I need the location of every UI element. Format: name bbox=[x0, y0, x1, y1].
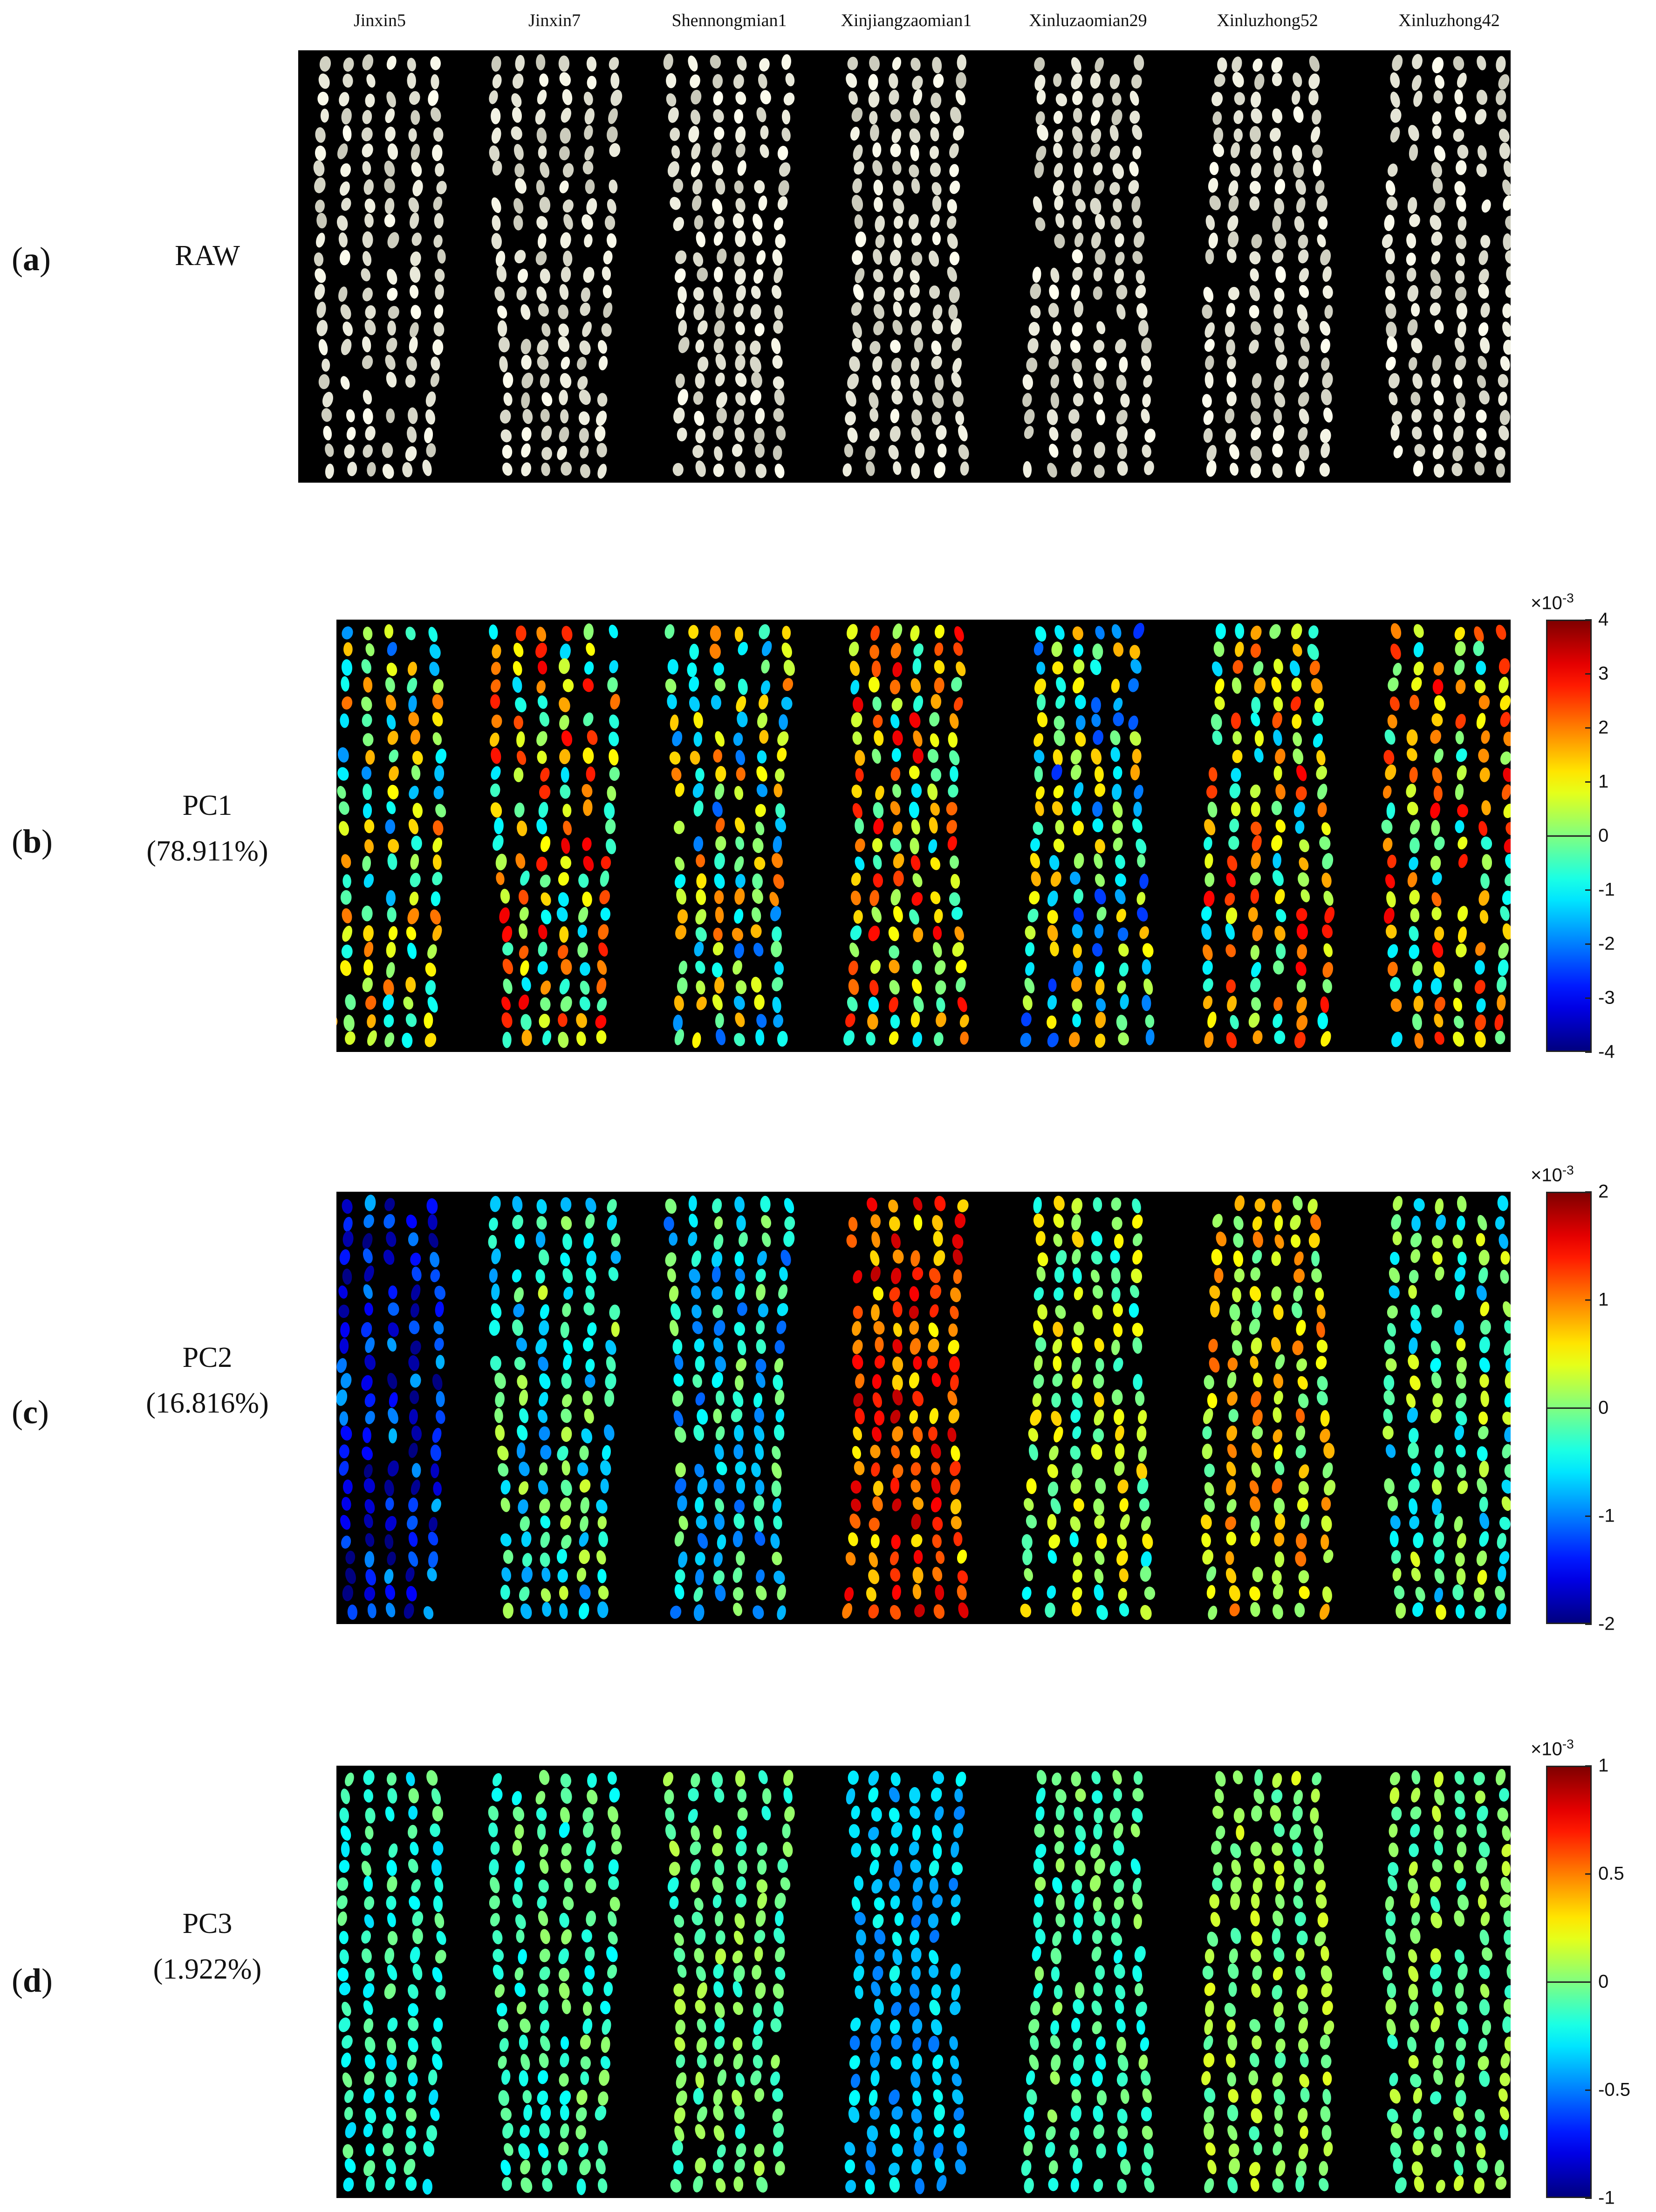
seed-column-4 bbox=[842, 55, 969, 479]
colorbar-tick-mark bbox=[1585, 1873, 1592, 1875]
column-header-xinjiangzaomian1: Xinjiangzaomian1 bbox=[841, 11, 972, 30]
colorbar-tick-label: -1 bbox=[1598, 2187, 1615, 2208]
seed-column-1 bbox=[337, 1770, 446, 2195]
panel-d-image bbox=[336, 1766, 1511, 2198]
colorbar-tick-label: -4 bbox=[1598, 1041, 1615, 1062]
seed-column-6 bbox=[1201, 1769, 1334, 2193]
colorbar-tick-mark bbox=[1585, 997, 1592, 999]
colorbar-tick-label: -2 bbox=[1598, 933, 1615, 954]
colorbar-tick-mark bbox=[1585, 1624, 1592, 1625]
colorbar-tick-mark bbox=[1585, 2198, 1592, 2199]
colorbar-tick-mark bbox=[1585, 1765, 1592, 1767]
colorbar-tick-label: 3 bbox=[1598, 663, 1609, 684]
panel-b-label: (b) bbox=[12, 823, 53, 860]
colorbar-tick-label: 0.5 bbox=[1598, 1863, 1624, 1884]
colorbar-tick-label: -1 bbox=[1598, 879, 1615, 900]
colorbar-tick-mark bbox=[1585, 619, 1592, 621]
colorbar-tick-label: -3 bbox=[1598, 987, 1615, 1008]
colorbar-tick-mark bbox=[1585, 889, 1592, 891]
colorbar-tick-mark bbox=[1585, 943, 1592, 945]
panel-a-image bbox=[298, 50, 1511, 483]
seed-column-5 bbox=[1020, 1195, 1156, 1620]
seed-column-5 bbox=[1020, 622, 1155, 1048]
seed-column-1 bbox=[313, 54, 447, 479]
seed-column-2 bbox=[488, 1770, 622, 2195]
colorbar-tick-label: -1 bbox=[1598, 1505, 1615, 1526]
seed-column-3 bbox=[663, 1770, 795, 2193]
colorbar-tick-mark bbox=[1585, 673, 1592, 675]
colorbar-tick-label: 0 bbox=[1598, 825, 1609, 846]
colorbar-tick-label: 2 bbox=[1598, 717, 1609, 738]
colorbar-zero-line bbox=[1546, 1407, 1592, 1409]
colorbar-multiplier: ×10-3 bbox=[1531, 1737, 1574, 1760]
column-header-xinluzaomian29: Xinluzaomian29 bbox=[1029, 11, 1147, 30]
column-header-xinluzhong52: Xinluzhong52 bbox=[1217, 11, 1318, 30]
column-header-xinluzhong42: Xinluzhong42 bbox=[1398, 11, 1500, 30]
colorbar-tick-label: 2 bbox=[1598, 1181, 1609, 1202]
seed-image-svg bbox=[337, 1768, 1511, 2195]
seed-column-1 bbox=[336, 624, 447, 1048]
colorbar-tick-label: 0 bbox=[1598, 1971, 1609, 1992]
column-header-shennongmian1: Shennongmian1 bbox=[671, 11, 787, 30]
seed-image-svg bbox=[336, 622, 1511, 1049]
seed-column-1 bbox=[336, 1195, 446, 1620]
seed-column-7 bbox=[1382, 54, 1511, 478]
seed-column-3 bbox=[664, 1195, 795, 1621]
seed-image-svg bbox=[336, 1195, 1511, 1621]
panel-c-label: (c) bbox=[12, 1393, 49, 1431]
colorbar-tick-mark bbox=[1585, 1299, 1592, 1301]
seed-column-6 bbox=[1202, 55, 1333, 478]
colorbar-tick-mark bbox=[1585, 1191, 1592, 1193]
panel-d-label: (d) bbox=[12, 1962, 53, 1999]
colorbar-tick-mark bbox=[1585, 781, 1592, 783]
colorbar-multiplier: ×10-3 bbox=[1531, 1163, 1574, 1186]
colorbar-zero-line bbox=[1546, 835, 1592, 837]
seed-column-5 bbox=[1021, 1770, 1155, 2193]
seed-column-3 bbox=[663, 54, 795, 478]
seed-column-2 bbox=[488, 1195, 621, 1619]
seed-column-6 bbox=[1201, 1195, 1336, 1620]
colorbar-tick-label: -0.5 bbox=[1598, 2079, 1630, 2100]
seed-column-7 bbox=[1382, 1768, 1511, 2194]
panel-c-title: PC2 (16.816%) bbox=[146, 1342, 269, 1419]
seed-column-7 bbox=[1382, 1195, 1511, 1620]
colorbar-multiplier: ×10-3 bbox=[1531, 591, 1574, 614]
colorbar-zero-line bbox=[1546, 1981, 1592, 1983]
seed-column-4 bbox=[843, 623, 969, 1047]
colorbar-tick-label: 1 bbox=[1598, 1289, 1609, 1310]
panel-b-image bbox=[336, 620, 1511, 1052]
seed-column-4 bbox=[842, 1195, 969, 1620]
panel-b-title: PC1 (78.911%) bbox=[146, 790, 268, 867]
seed-column-5 bbox=[1022, 55, 1156, 478]
seed-column-2 bbox=[489, 54, 623, 479]
panel-c-image bbox=[336, 1192, 1511, 1624]
colorbar-tick-label: 1 bbox=[1598, 771, 1609, 792]
colorbar-tick-mark bbox=[1585, 727, 1592, 729]
seed-column-6 bbox=[1201, 623, 1335, 1048]
seed-column-7 bbox=[1381, 623, 1511, 1049]
colorbar-tick-label: -2 bbox=[1598, 1613, 1615, 1634]
column-header-jinxin7: Jinxin7 bbox=[528, 11, 581, 30]
colorbar-tick-mark bbox=[1585, 2089, 1592, 2091]
colorbar-tick-label: 4 bbox=[1598, 609, 1609, 630]
panel-a-label: (a) bbox=[12, 240, 51, 278]
colorbar-tick-label: 0 bbox=[1598, 1397, 1609, 1418]
seed-column-2 bbox=[489, 623, 620, 1048]
seed-column-4 bbox=[844, 1770, 967, 2195]
colorbar-tick-label: 1 bbox=[1598, 1755, 1609, 1776]
panel-a-title: RAW bbox=[175, 240, 240, 272]
column-header-jinxin5: Jinxin5 bbox=[354, 11, 406, 30]
panel-d-title: PC3 (1.922%) bbox=[153, 1908, 262, 1985]
colorbar-tick-mark bbox=[1585, 1051, 1592, 1053]
seed-column-3 bbox=[664, 624, 795, 1048]
colorbar-tick-mark bbox=[1585, 1516, 1592, 1517]
seed-image-svg bbox=[313, 54, 1511, 479]
